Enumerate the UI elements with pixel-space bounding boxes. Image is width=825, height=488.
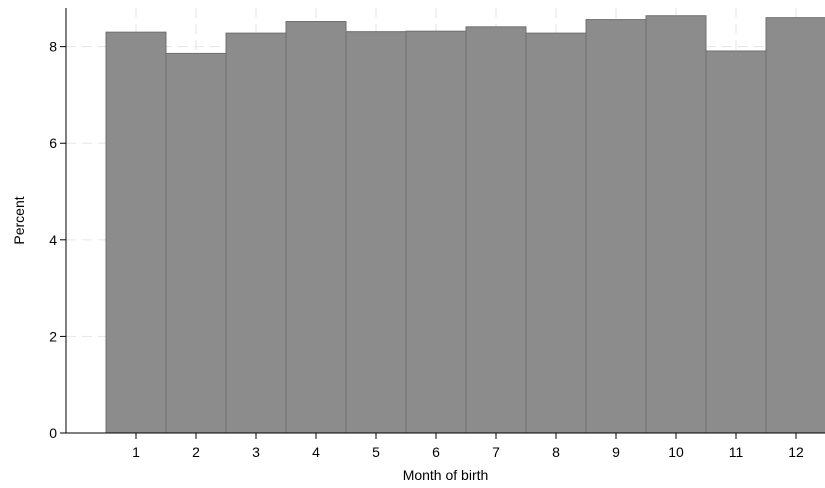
y-tick-label: 2 [49, 328, 57, 344]
bar-month-2 [165, 52, 227, 434]
x-tick-label: 2 [192, 444, 200, 460]
y-tick-label: 8 [49, 39, 57, 55]
x-tick-label: 3 [252, 444, 260, 460]
x-axis-title: Month of birth [403, 467, 489, 483]
bar-month-4 [285, 21, 347, 434]
bars [105, 15, 825, 434]
x-tick-label: 8 [552, 444, 560, 460]
bar-month-12 [765, 17, 825, 434]
bar-month-1 [105, 31, 167, 434]
y-tick-label: 6 [49, 135, 57, 151]
x-tick-label: 7 [492, 444, 500, 460]
x-tick-label: 4 [312, 444, 320, 460]
x-tick-label: 1 [132, 444, 140, 460]
x-tick-label: 6 [432, 444, 440, 460]
x-tick-label: 9 [612, 444, 620, 460]
x-tick-label: 5 [372, 444, 380, 460]
y-axis-title: Percent [11, 196, 27, 244]
bar-month-11 [705, 50, 767, 434]
bar-month-9 [585, 19, 647, 434]
bar-month-8 [525, 32, 587, 434]
bar-month-5 [345, 31, 407, 434]
x-tick-label: 10 [668, 444, 684, 460]
bar-month-10 [645, 15, 707, 434]
y-tick-label: 4 [49, 232, 57, 248]
bar-month-6 [405, 30, 467, 434]
y-tick-label: 0 [49, 425, 57, 441]
bar-month-3 [225, 32, 287, 434]
y-ticks: 0 2 4 6 8 [49, 39, 66, 441]
axes [65, 8, 825, 434]
x-tick-label: 11 [729, 444, 744, 460]
x-ticks: 1 2 3 4 5 6 7 8 9 10 11 12 [132, 433, 804, 460]
bar-month-7 [465, 26, 527, 434]
x-tick-label: 12 [788, 444, 804, 460]
